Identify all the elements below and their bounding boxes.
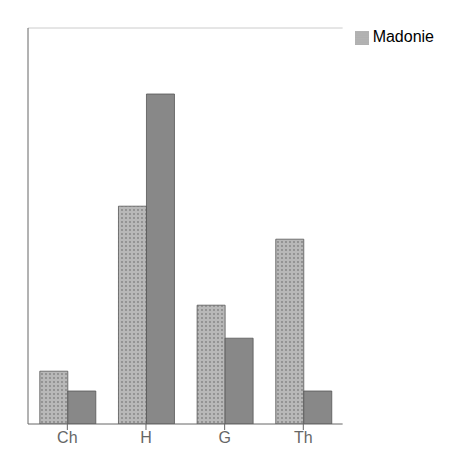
html-text:Madonie: Madonie xyxy=(372,28,434,45)
svg-text:G: G xyxy=(218,429,230,446)
svg-text:Ch: Ch xyxy=(57,429,77,446)
svg-text:H: H xyxy=(140,429,152,446)
svg-text:Th: Th xyxy=(294,429,313,446)
